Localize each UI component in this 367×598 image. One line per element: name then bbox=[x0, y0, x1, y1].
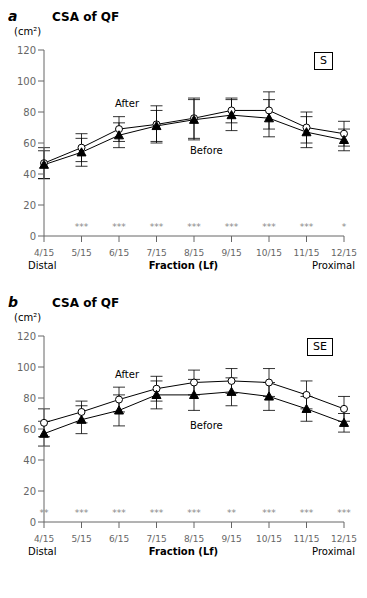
html-text:CSA of QF: CSA of QF bbox=[52, 10, 120, 24]
svg-text:11/15: 11/15 bbox=[294, 534, 320, 544]
svg-text:0: 0 bbox=[30, 517, 36, 528]
svg-text:80: 80 bbox=[23, 107, 36, 118]
svg-text:***: *** bbox=[150, 222, 164, 232]
svg-text:***: *** bbox=[112, 222, 126, 232]
html-text:Proximal: Proximal bbox=[312, 260, 355, 271]
html-text:(cm²): (cm²) bbox=[14, 26, 42, 37]
svg-text:After: After bbox=[115, 98, 140, 109]
svg-text:***: *** bbox=[187, 222, 201, 232]
svg-text:10/15: 10/15 bbox=[256, 248, 282, 258]
svg-text:80: 80 bbox=[23, 393, 36, 404]
svg-text:100: 100 bbox=[17, 362, 36, 373]
svg-text:8/15: 8/15 bbox=[184, 534, 204, 544]
html-text:(cm²): (cm²) bbox=[14, 312, 42, 323]
svg-text:***: *** bbox=[150, 508, 164, 518]
svg-text:8/15: 8/15 bbox=[184, 248, 204, 258]
svg-text:5/15: 5/15 bbox=[71, 534, 91, 544]
svg-text:***: *** bbox=[225, 222, 239, 232]
html-text:Fraction (Lf): Fraction (Lf) bbox=[148, 260, 219, 271]
svg-text:20: 20 bbox=[23, 200, 36, 211]
svg-text:120: 120 bbox=[17, 45, 36, 56]
svg-text:60: 60 bbox=[23, 424, 36, 435]
svg-text:***: *** bbox=[300, 508, 314, 518]
html-text:Distal: Distal bbox=[28, 546, 57, 557]
svg-text:5/15: 5/15 bbox=[71, 248, 91, 258]
svg-text:10/15: 10/15 bbox=[256, 534, 282, 544]
svg-text:After: After bbox=[115, 369, 140, 380]
svg-text:***: *** bbox=[75, 508, 89, 518]
svg-text:11/15: 11/15 bbox=[294, 248, 320, 258]
svg-text:40: 40 bbox=[23, 169, 36, 180]
svg-text:12/15: 12/15 bbox=[331, 248, 357, 258]
html-text:SE: SE bbox=[313, 340, 327, 353]
svg-text:***: *** bbox=[75, 222, 89, 232]
svg-text:Before: Before bbox=[190, 420, 223, 431]
html-text:Distal: Distal bbox=[28, 260, 57, 271]
svg-text:***: *** bbox=[187, 508, 201, 518]
svg-text:***: *** bbox=[112, 508, 126, 518]
html-text:Proximal: Proximal bbox=[312, 546, 355, 557]
html-text:Fraction (Lf): Fraction (Lf) bbox=[148, 546, 219, 557]
svg-text:100: 100 bbox=[17, 76, 36, 87]
svg-text:6/15: 6/15 bbox=[109, 248, 129, 258]
svg-text:***: *** bbox=[262, 222, 276, 232]
svg-text:**: ** bbox=[227, 508, 237, 518]
html-text:S: S bbox=[320, 54, 327, 67]
svg-text:0: 0 bbox=[30, 231, 36, 242]
svg-text:9/15: 9/15 bbox=[221, 534, 241, 544]
svg-text:4/15: 4/15 bbox=[34, 248, 54, 258]
svg-text:***: *** bbox=[262, 508, 276, 518]
svg-text:7/15: 7/15 bbox=[146, 534, 166, 544]
svg-text:7/15: 7/15 bbox=[146, 248, 166, 258]
svg-text:6/15: 6/15 bbox=[109, 534, 129, 544]
svg-text:9/15: 9/15 bbox=[221, 248, 241, 258]
html-text:a: a bbox=[8, 8, 18, 24]
svg-text:12/15: 12/15 bbox=[331, 534, 357, 544]
svg-text:60: 60 bbox=[23, 138, 36, 149]
svg-text:**: ** bbox=[40, 508, 50, 518]
svg-text:40: 40 bbox=[23, 455, 36, 466]
svg-text:120: 120 bbox=[17, 331, 36, 342]
svg-text:*: * bbox=[342, 222, 347, 232]
svg-text:***: *** bbox=[337, 508, 351, 518]
svg-text:***: *** bbox=[300, 222, 314, 232]
svg-text:4/15: 4/15 bbox=[34, 534, 54, 544]
html-text:CSA of QF: CSA of QF bbox=[52, 296, 120, 310]
svg-text:Before: Before bbox=[190, 145, 223, 156]
svg-text:20: 20 bbox=[23, 486, 36, 497]
html-text:b: b bbox=[8, 294, 18, 310]
